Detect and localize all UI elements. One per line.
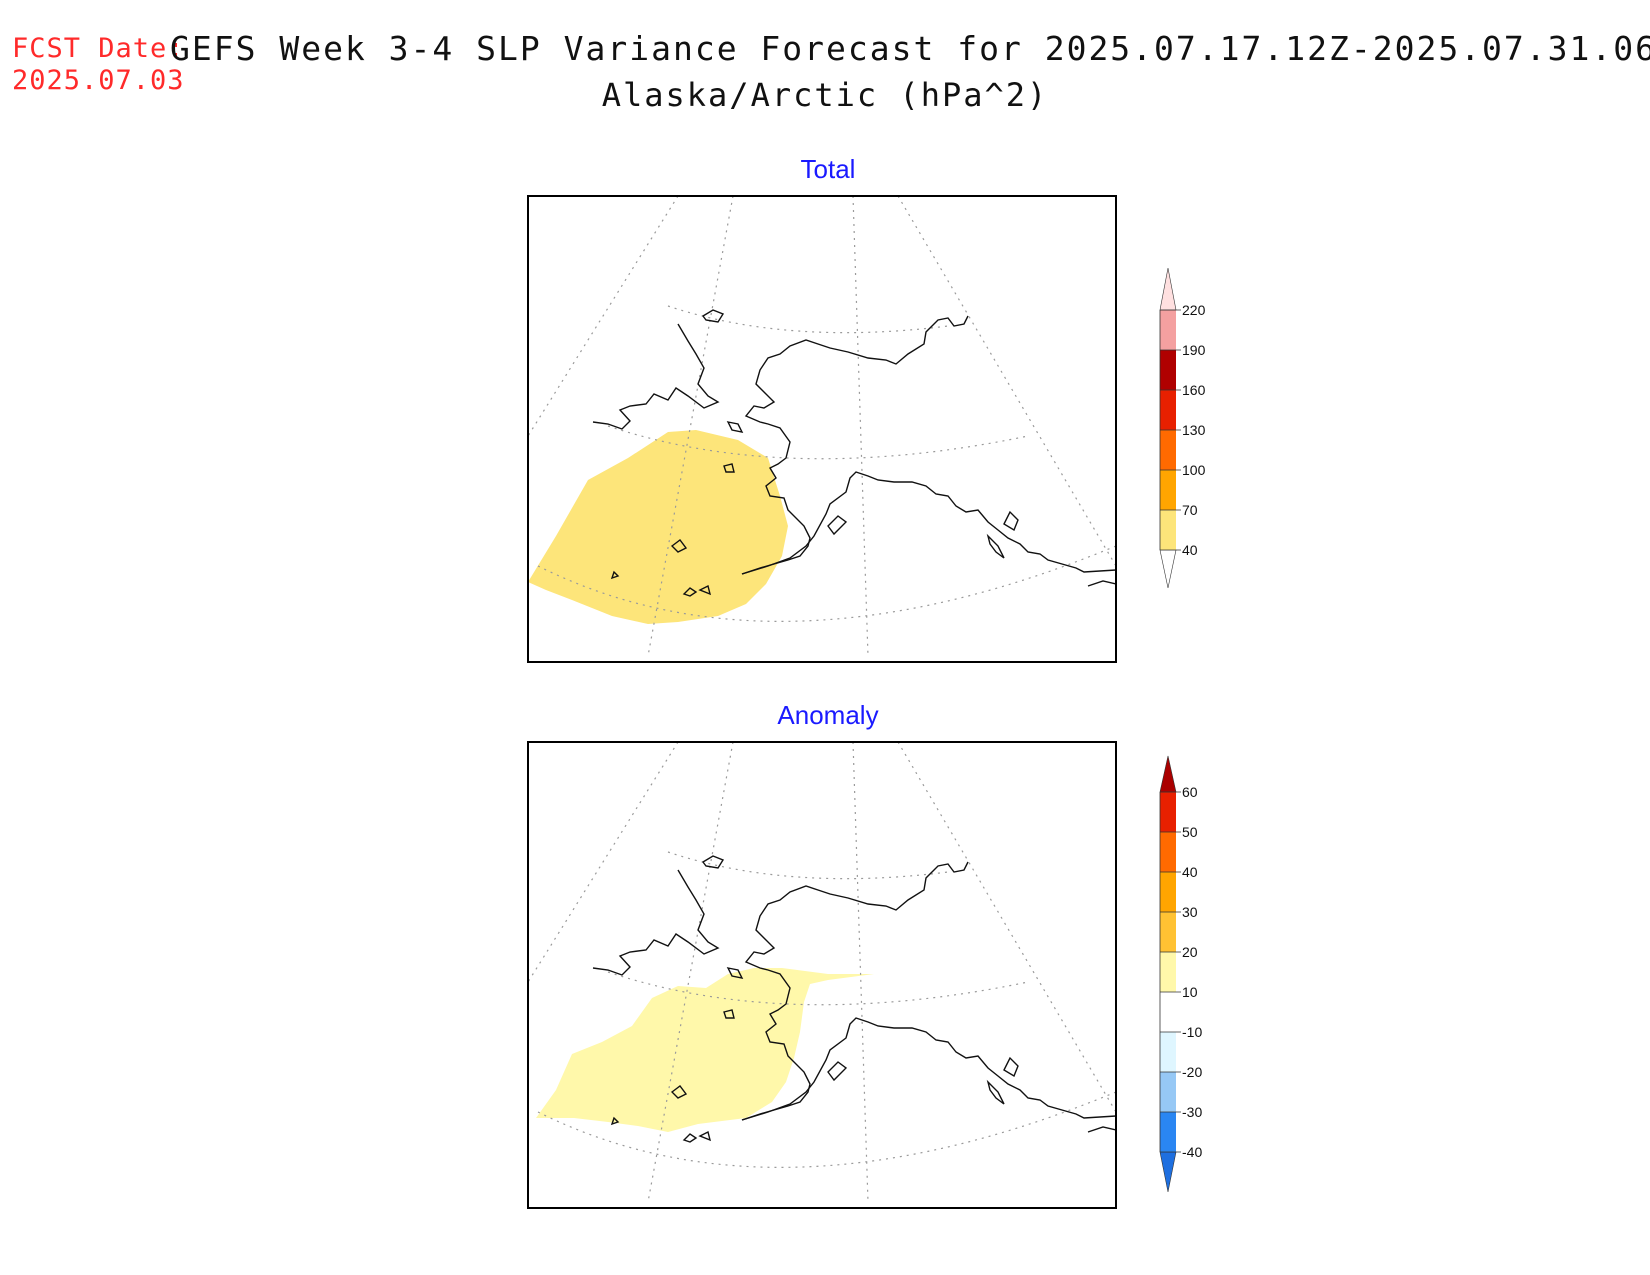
total-colorbar-tick-label: 130 — [1182, 422, 1206, 438]
fcst-date-label: FCST Date: — [12, 33, 185, 64]
anomaly-colorbar-tick-label: -20 — [1182, 1064, 1202, 1080]
anomaly-colorbar-swatch — [1160, 952, 1176, 992]
anomaly-colorbar-tick-label: 50 — [1182, 824, 1198, 840]
total-colorbar-swatch — [1160, 390, 1176, 430]
total-colorbar-lower-arrow — [1159, 549, 1177, 589]
total-colorbar-swatch — [1160, 470, 1176, 510]
main-subtitle: Alaska/Arctic (hPa^2) — [601, 76, 1049, 114]
panel-title-total: Total — [801, 154, 856, 184]
total-map-panel — [527, 195, 1117, 663]
anomaly-colorbar-swatch — [1160, 1032, 1176, 1072]
anomaly-colorbar-swatch — [1160, 792, 1176, 832]
anomaly-colorbar-tick-label: -10 — [1182, 1024, 1202, 1040]
anomaly-colorbar-swatch — [1160, 872, 1176, 912]
anomaly-colorbar-tick-label: 60 — [1182, 784, 1198, 800]
anomaly-colorbar-upper-arrow — [1159, 755, 1177, 793]
anomaly-map-frame — [527, 741, 1117, 1209]
anomaly-colorbar-tick-label: -40 — [1182, 1144, 1202, 1160]
anomaly-shaded-region — [536, 968, 874, 1132]
anomaly-colorbar-tick-label: 10 — [1182, 984, 1198, 1000]
anomaly-colorbar-lower-arrow — [1159, 1151, 1177, 1193]
total-colorbar-swatch — [1160, 510, 1176, 550]
fcst-date-value: 2025.07.03 — [12, 65, 185, 96]
total-colorbar-swatch — [1160, 430, 1176, 470]
anomaly-map-panel — [527, 741, 1117, 1209]
anomaly-colorbar: -40 -30 -20 -10 10 20 30 40 50 60 — [1159, 755, 1202, 1193]
anomaly-colorbar-swatch — [1160, 912, 1176, 952]
anomaly-colorbar-swatch — [1160, 992, 1176, 1032]
total-colorbar-tick-label: 160 — [1182, 382, 1206, 398]
anomaly-colorbar-tick-label: -30 — [1182, 1104, 1202, 1120]
total-colorbar-swatch — [1160, 350, 1176, 390]
total-colorbar-tick-label: 190 — [1182, 342, 1206, 358]
total-colorbar-tick-label: 40 — [1182, 542, 1198, 558]
anomaly-colorbar-tick-label: 40 — [1182, 864, 1198, 880]
anomaly-colorbar-swatch — [1160, 1112, 1176, 1152]
total-colorbar: 40 70 100 130 160 190 220 — [1159, 267, 1206, 589]
anomaly-colorbar-tick-label: 20 — [1182, 944, 1198, 960]
total-colorbar-tick-label: 220 — [1182, 302, 1206, 318]
total-variance-shaded-region — [528, 430, 788, 624]
main-title: GEFS Week 3-4 SLP Variance Forecast for … — [170, 29, 1650, 68]
anomaly-colorbar-swatch — [1160, 1072, 1176, 1112]
panel-title-anomaly: Anomaly — [777, 700, 878, 730]
total-colorbar-tick-label: 100 — [1182, 462, 1206, 478]
anomaly-colorbar-swatch — [1160, 832, 1176, 872]
total-map-frame — [527, 195, 1117, 663]
total-colorbar-swatch — [1160, 310, 1176, 350]
total-colorbar-tick-label: 70 — [1182, 502, 1198, 518]
anomaly-colorbar-tick-label: 30 — [1182, 904, 1198, 920]
total-colorbar-upper-arrow — [1159, 267, 1177, 311]
